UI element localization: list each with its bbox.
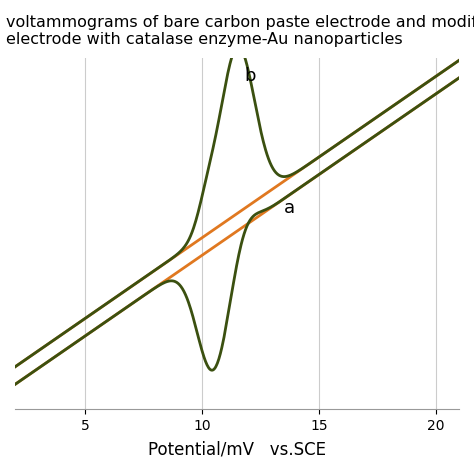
Text: a: a [284,199,295,217]
X-axis label: Potential/mV   vs.SCE: Potential/mV vs.SCE [148,441,326,459]
Text: b: b [244,67,255,85]
Text: voltammograms of bare carbon paste electrode and modified carbon
electrode with : voltammograms of bare carbon paste elect… [6,15,474,47]
